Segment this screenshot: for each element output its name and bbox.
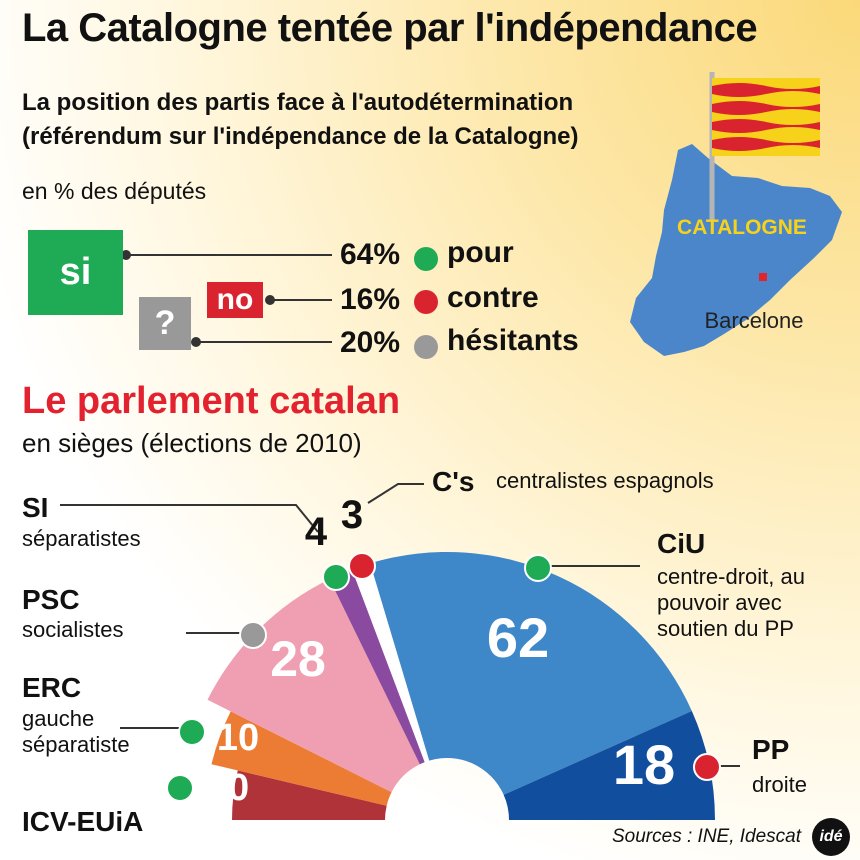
no-connector-dot — [265, 295, 275, 305]
si-segment — [329, 569, 426, 765]
cs-party-desc: centralistes espagnols — [496, 468, 714, 493]
contre-label: contre — [447, 281, 539, 314]
psc-seats-label: 28 — [270, 631, 326, 687]
hesitant-box: ? — [139, 297, 191, 350]
cs-party-name: C's — [432, 466, 475, 497]
contre-value: 16% — [340, 283, 401, 316]
ciu-stance-dot — [524, 554, 552, 582]
psc-party-desc: socialistes — [22, 617, 124, 642]
ciu-seats-label: 62 — [487, 606, 549, 669]
si-seats-label: 4 — [305, 510, 328, 554]
parliament-heading: Le parlement catalan — [22, 380, 401, 422]
subtitle-line-2: (référendum sur l'indépendance de la Cat… — [22, 123, 579, 150]
page-title: La Catalogne tentée par l'indépendance — [22, 6, 758, 50]
contre-dot — [414, 290, 438, 314]
si-stance-dot — [322, 563, 350, 591]
region-label: CATALOGNE — [677, 216, 807, 239]
position-connectors — [121, 250, 332, 347]
catalonia-shape — [630, 144, 842, 356]
parliament-subheading: en sièges (élections de 2010) — [22, 428, 362, 458]
erc-party-desc: gauche séparatiste — [22, 706, 130, 757]
pour-value: 64% — [340, 238, 401, 271]
catalonia-map: CATALOGNE Barcelone — [630, 72, 842, 356]
erc-stance-dot — [178, 718, 206, 746]
pp-party-name: PP — [752, 734, 790, 765]
no-box: no — [207, 282, 263, 318]
pp-segment — [503, 710, 715, 820]
subtitle: La position des partis face à l'autodéte… — [22, 86, 579, 154]
icv-party-name: ICV-EUiA — [22, 806, 144, 837]
ciu-segment — [370, 552, 692, 795]
icv-euia-seats-label: 10 — [207, 767, 249, 809]
pp-seats-label: 18 — [613, 733, 675, 796]
si-party-name: SI — [22, 492, 49, 523]
si-box: si — [28, 230, 123, 315]
pp-party-desc: droite — [752, 772, 808, 797]
psc-stance-dot — [239, 621, 267, 649]
si-leader-line — [60, 504, 319, 533]
icv-euia-stance-dot — [166, 774, 194, 802]
catalan-flag — [712, 78, 820, 156]
si-connector-dot — [121, 250, 131, 260]
hesitant-connector-dot — [191, 337, 201, 347]
hesitant-dot — [414, 335, 438, 359]
psc-party-name: PSC — [22, 584, 80, 615]
barcelona-marker — [759, 273, 767, 281]
pour-label: pour — [447, 236, 514, 269]
hesitant-label: hésitants — [447, 324, 579, 357]
erc-party-name: ERC — [22, 672, 82, 703]
pour-dot — [414, 247, 438, 271]
publisher-logo: idé — [812, 818, 850, 856]
unit-label: en % des députés — [22, 178, 207, 204]
source-note: Sources : INE, Idescat — [612, 826, 802, 847]
subtitle-line-1: La position des partis face à l'autodéte… — [22, 89, 574, 116]
erc-segment — [211, 711, 392, 806]
c-s-seats-label: 3 — [341, 493, 363, 537]
ciu-party-name: CiU — [657, 528, 706, 559]
cs-leader-line — [367, 483, 424, 504]
si-party-desc: séparatistes — [22, 526, 141, 551]
icv-euia-segment — [232, 770, 387, 820]
ciu-party-desc: centre-droit, au pouvoir avec soutien du… — [657, 564, 805, 641]
hesitant-value: 20% — [340, 326, 401, 359]
pp-stance-dot — [693, 753, 721, 781]
erc-seats-label: 10 — [217, 717, 259, 759]
c-s-stance-dot — [348, 552, 376, 580]
city-label: Barcelone — [704, 308, 803, 333]
